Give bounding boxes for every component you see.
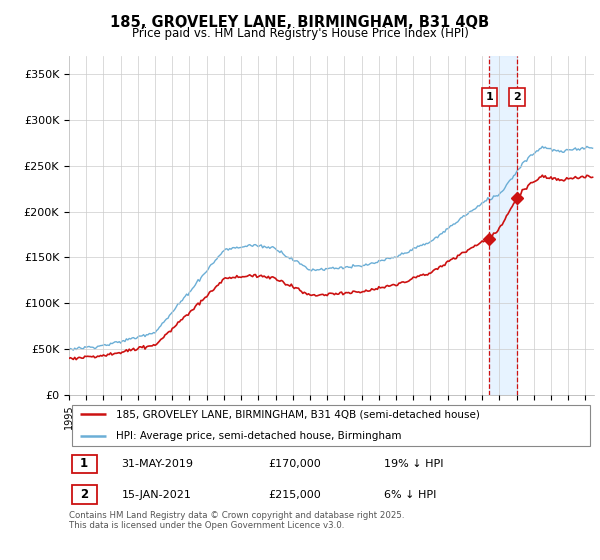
Text: £215,000: £215,000 (269, 490, 321, 500)
Text: 31-MAY-2019: 31-MAY-2019 (121, 459, 193, 469)
Text: 19% ↓ HPI: 19% ↓ HPI (384, 459, 443, 469)
Text: 2: 2 (514, 92, 521, 102)
Text: 1: 1 (485, 92, 493, 102)
Text: Contains HM Land Registry data © Crown copyright and database right 2025.
This d: Contains HM Land Registry data © Crown c… (69, 511, 404, 530)
Bar (490, 56, 517, 395)
Text: £170,000: £170,000 (269, 459, 321, 469)
FancyBboxPatch shape (71, 486, 97, 504)
Text: 185, GROVELEY LANE, BIRMINGHAM, B31 4QB: 185, GROVELEY LANE, BIRMINGHAM, B31 4QB (110, 15, 490, 30)
FancyBboxPatch shape (71, 405, 590, 446)
Text: 6% ↓ HPI: 6% ↓ HPI (384, 490, 436, 500)
Text: HPI: Average price, semi-detached house, Birmingham: HPI: Average price, semi-detached house,… (116, 431, 402, 441)
Text: 185, GROVELEY LANE, BIRMINGHAM, B31 4QB (semi-detached house): 185, GROVELEY LANE, BIRMINGHAM, B31 4QB … (116, 409, 480, 419)
Text: 2: 2 (80, 488, 88, 501)
Text: Price paid vs. HM Land Registry's House Price Index (HPI): Price paid vs. HM Land Registry's House … (131, 27, 469, 40)
Text: 1: 1 (80, 458, 88, 470)
Text: 15-JAN-2021: 15-JAN-2021 (121, 490, 191, 500)
FancyBboxPatch shape (71, 455, 97, 473)
